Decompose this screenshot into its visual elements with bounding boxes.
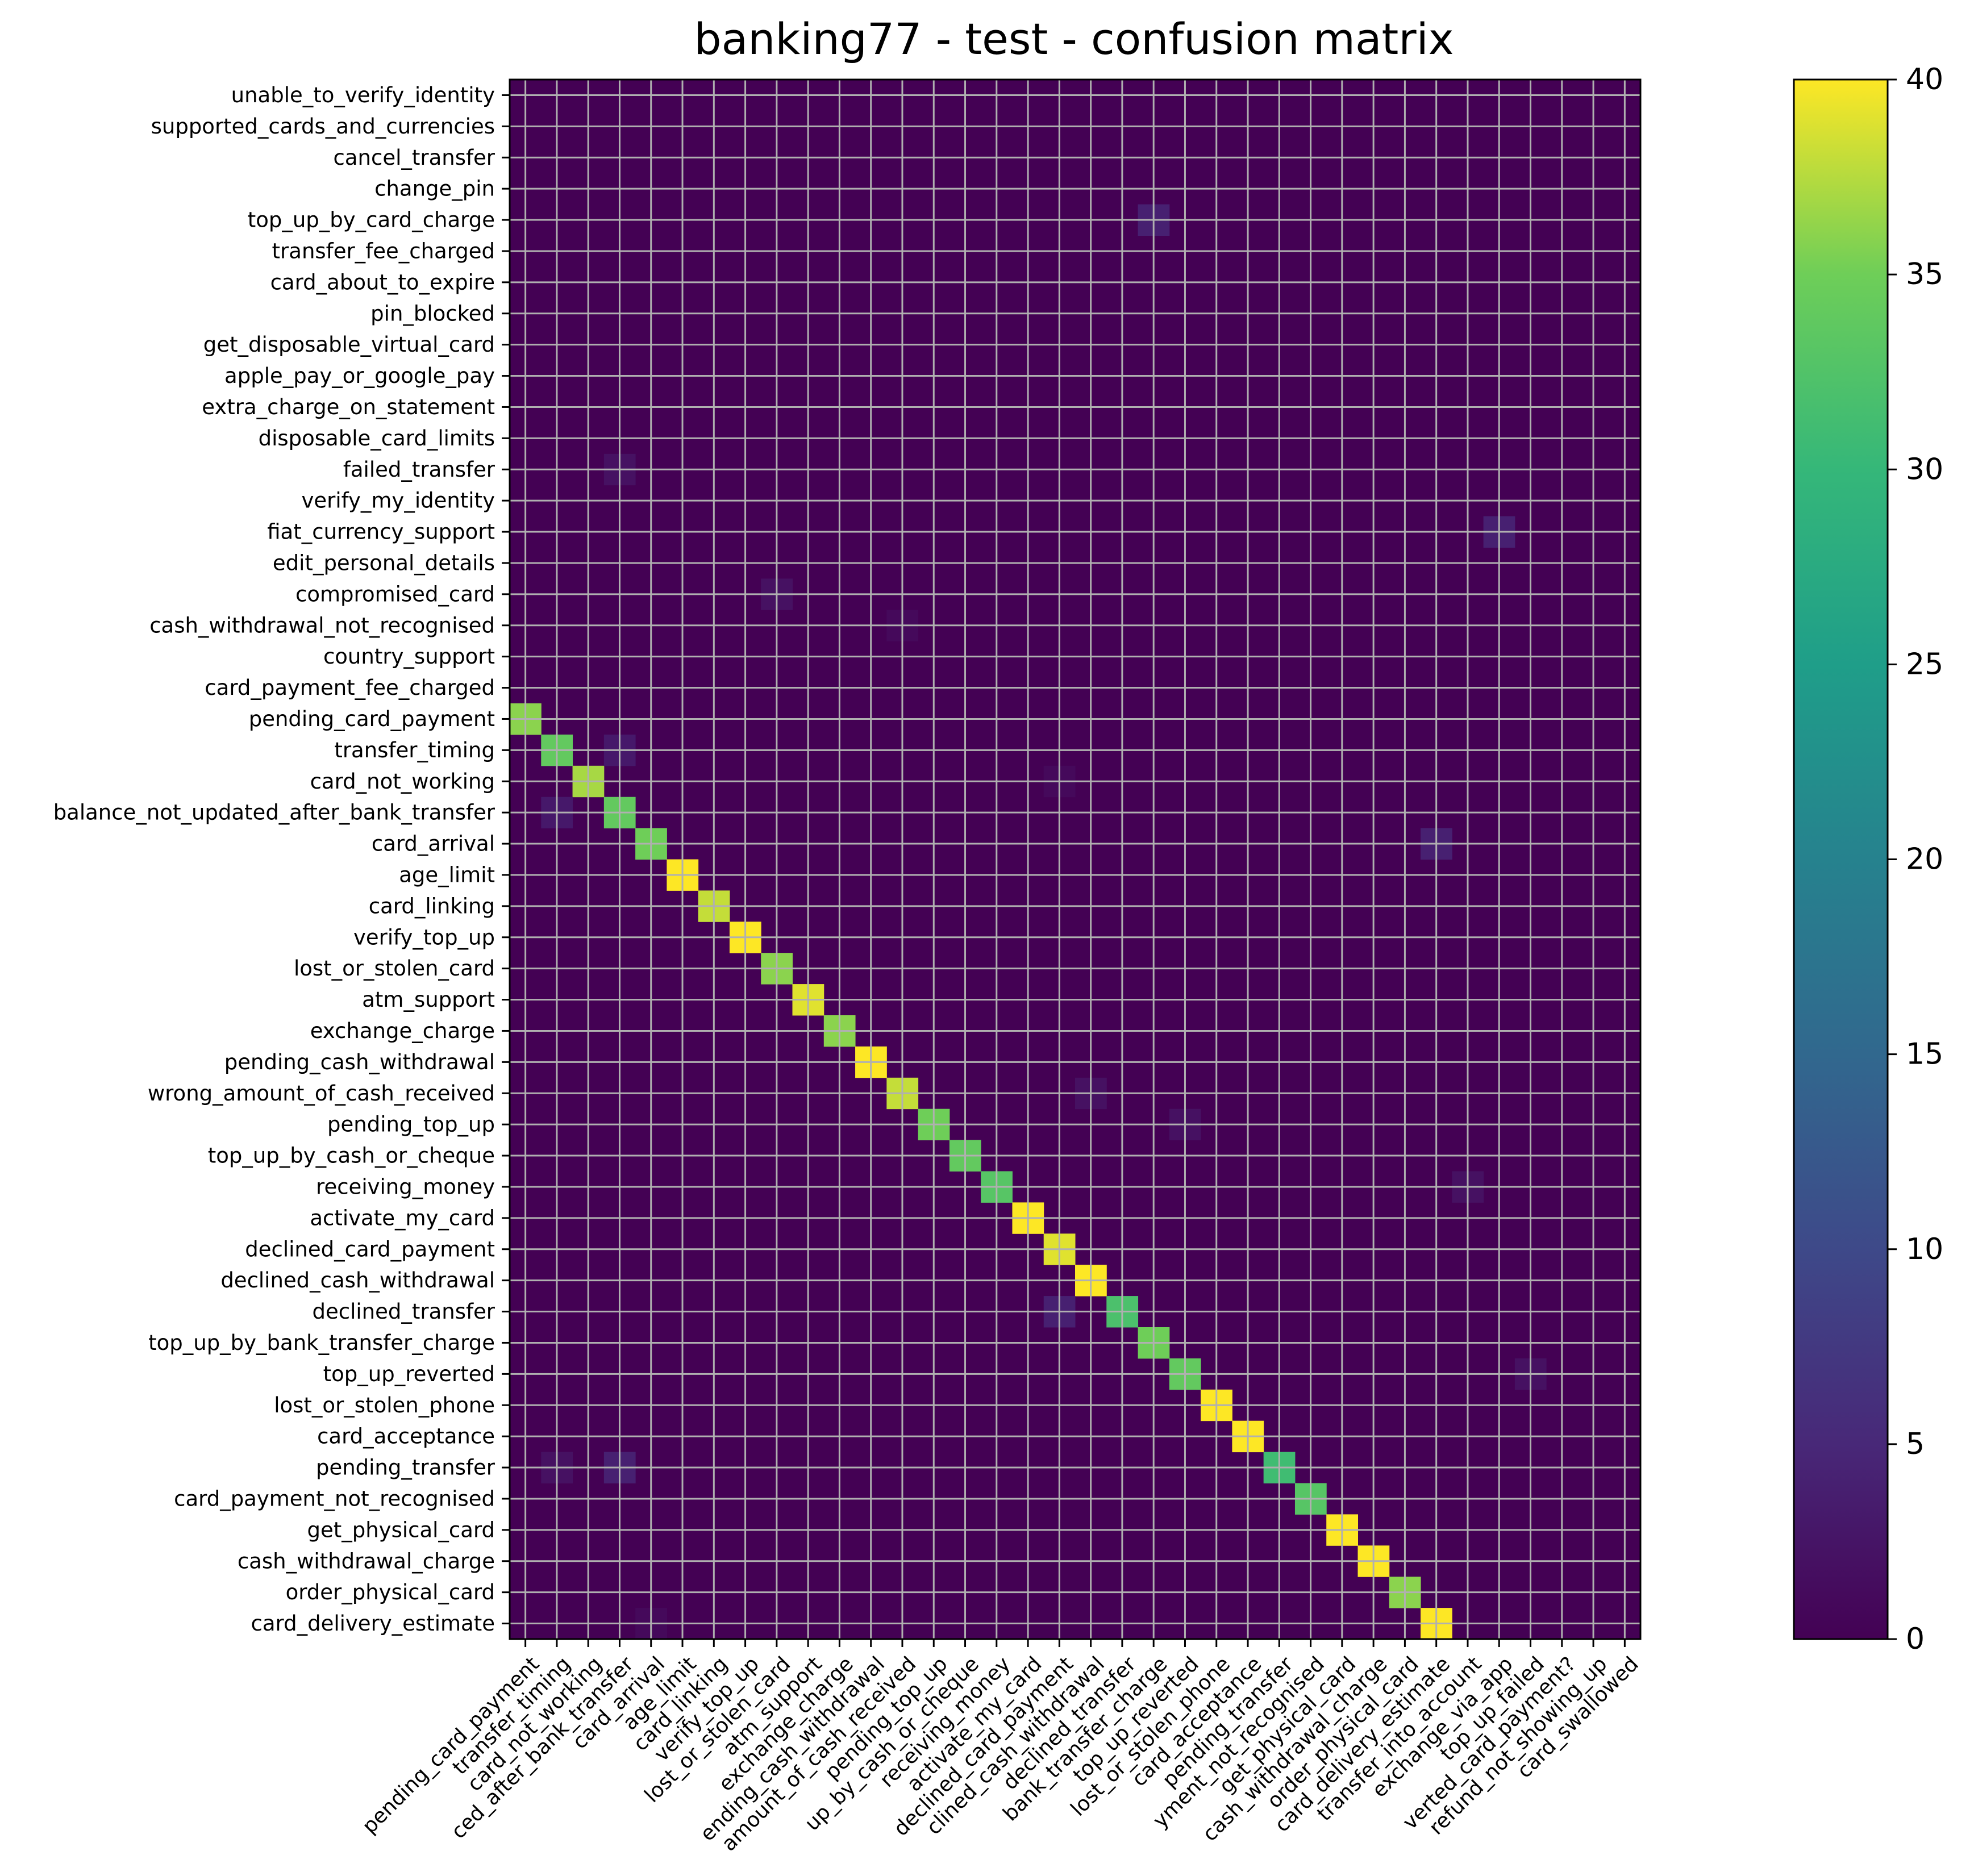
y-tick-label: pending_transfer [316, 1456, 495, 1480]
y-tick-label: country_support [323, 644, 495, 669]
colorbar-tick-label: 15 [1906, 1037, 1943, 1072]
y-tick-label: fiat_currency_support [267, 520, 495, 544]
y-tick-label: compromised_card [295, 582, 495, 606]
y-tick-label: order_physical_card [286, 1580, 495, 1604]
y-tick-label: declined_transfer [313, 1299, 495, 1324]
y-tick-label: top_up_by_card_charge [248, 208, 495, 232]
y-tick-label: extra_charge_on_statement [202, 395, 495, 419]
y-tick-label: transfer_fee_charged [272, 239, 495, 263]
y-tick-label: atm_support [362, 987, 495, 1012]
colorbar-gradient [1793, 78, 1889, 1640]
y-tick-label: failed_transfer [343, 457, 495, 482]
y-tick-label: pin_blocked [370, 301, 495, 326]
y-tick-label: cash_withdrawal_charge [238, 1549, 495, 1573]
y-tick-label: balance_not_updated_after_bank_transfer [53, 801, 495, 825]
colorbar-ticks: 0 5 10 15 20 25 30 35 40 [1888, 62, 1943, 1656]
y-tick-label: card_about_to_expire [270, 270, 495, 294]
colorbar-tick-label: 0 [1906, 1622, 1925, 1656]
y-tick-label: exchange_charge [310, 1019, 495, 1043]
y-tick-label: cancel_transfer [334, 145, 495, 170]
y-tick-label: lost_or_stolen_card [294, 956, 495, 981]
y-tick-label: pending_cash_withdrawal [224, 1050, 495, 1074]
y-tick-label: declined_card_payment [245, 1237, 495, 1261]
y-tick-label: wrong_amount_of_cash_received [148, 1081, 495, 1106]
y-tick-label: lost_or_stolen_phone [274, 1393, 495, 1418]
y-tick-label: top_up_reverted [323, 1362, 495, 1386]
y-tick-label: receiving_money [316, 1174, 495, 1199]
colorbar-tick-label: 20 [1906, 843, 1943, 877]
y-tick-label: apple_pay_or_google_pay [224, 364, 495, 388]
colorbar-tick-label: 10 [1906, 1232, 1943, 1266]
y-tick-label: edit_personal_details [273, 551, 495, 575]
heatmap-gridlines [510, 80, 1640, 1639]
y-tick-label: get_physical_card [307, 1518, 495, 1542]
y-tick-label: supported_cards_and_currencies [151, 114, 495, 139]
y-tick-label: declined_cash_withdrawal [220, 1268, 495, 1293]
y-tick-label: pending_card_payment [249, 707, 495, 731]
colorbar-tick-label: 35 [1906, 257, 1943, 291]
y-tick-label: card_not_working [310, 769, 495, 794]
y-tick-label: transfer_timing [334, 738, 495, 762]
y-tick-label: card_payment_not_recognised [174, 1486, 495, 1511]
y-tick-label: verify_top_up [353, 925, 495, 949]
y-tick-label: card_linking [369, 894, 495, 918]
y-tick-label: cash_withdrawal_not_recognised [149, 613, 495, 637]
y-tick-label: top_up_by_bank_transfer_charge [148, 1331, 495, 1355]
colorbar-tick-label: 30 [1906, 452, 1943, 486]
y-tick-label: verify_my_identity [301, 489, 495, 513]
y-tick-label: card_delivery_estimate [251, 1611, 495, 1636]
y-tick-label: card_payment_fee_charged [205, 676, 495, 700]
y-axis-ticks: unable_to_verify_identity supported_cards… [53, 83, 510, 1636]
colorbar-tick-label: 5 [1906, 1427, 1925, 1461]
y-tick-label: get_disposable_virtual_card [203, 332, 495, 357]
heatmap-frame [509, 78, 1642, 1640]
colorbar-tick-label: 25 [1906, 647, 1943, 681]
chart-title: banking77 - test - confusion matrix [694, 14, 1454, 64]
y-tick-label: change_pin [374, 177, 495, 201]
colorbar: 0 5 10 15 20 25 30 35 40 [1793, 62, 1943, 1656]
y-tick-label: card_arrival [372, 832, 495, 856]
y-tick-label: age_limit [399, 862, 495, 887]
y-tick-label: activate_my_card [310, 1206, 495, 1230]
y-tick-label: unable_to_verify_identity [231, 83, 495, 107]
y-tick-label: disposable_card_limits [259, 426, 495, 451]
y-tick-label: card_acceptance [317, 1424, 495, 1449]
y-tick-label: pending_top_up [327, 1112, 495, 1137]
heatmap-plot-area [509, 78, 1642, 1640]
colorbar-tick-label: 40 [1906, 62, 1943, 97]
y-tick-label: top_up_by_cash_or_cheque [208, 1144, 495, 1168]
x-axis-ticks: pending_card_paymenttransfer_timingcard_… [358, 1639, 1643, 1856]
